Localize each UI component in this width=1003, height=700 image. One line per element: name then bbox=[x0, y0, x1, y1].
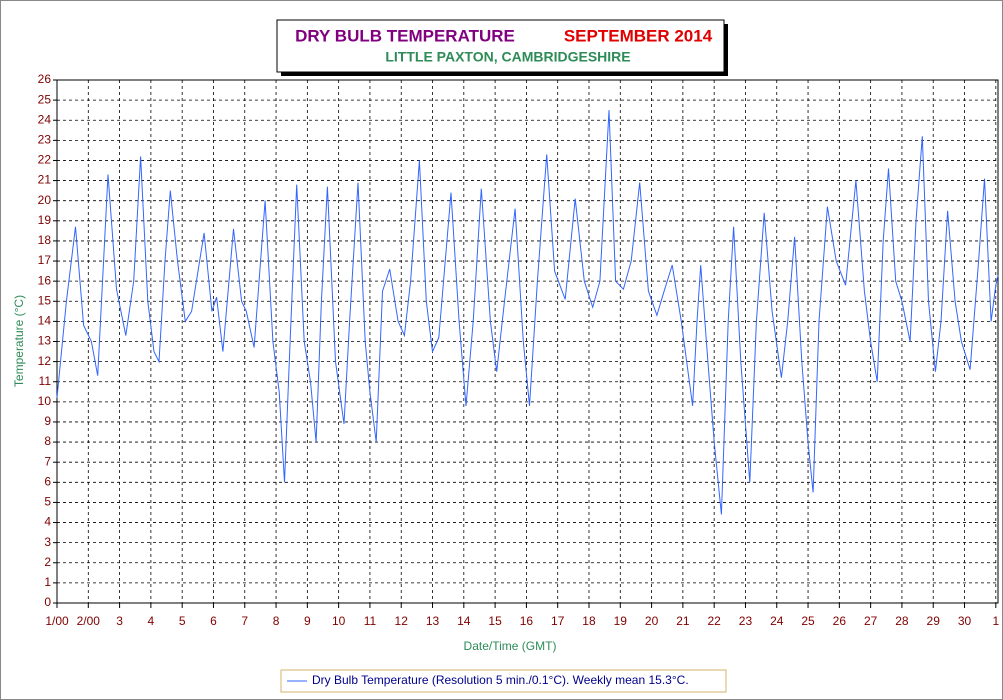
legend-box bbox=[280, 669, 727, 693]
x-tick-label: 7 bbox=[241, 614, 248, 628]
y-tick-label: 13 bbox=[38, 334, 52, 348]
x-tick-label: 30 bbox=[958, 614, 972, 628]
x-tick-label: 1/00 bbox=[45, 614, 69, 628]
x-tick-label: 10 bbox=[332, 614, 346, 628]
y-tick-label: 16 bbox=[38, 273, 52, 287]
x-tick-label: 29 bbox=[927, 614, 941, 628]
y-tick-label: 25 bbox=[38, 92, 52, 106]
x-tick-label: 14 bbox=[457, 614, 471, 628]
y-tick-label: 19 bbox=[38, 213, 52, 227]
x-tick-label: 17 bbox=[551, 614, 565, 628]
x-tick-label: 16 bbox=[520, 614, 534, 628]
x-tick-label: 4 bbox=[148, 614, 155, 628]
y-tick-label: 22 bbox=[38, 153, 52, 167]
y-tick-label: 18 bbox=[38, 233, 52, 247]
line bbox=[56, 110, 999, 515]
y-tick-label: 15 bbox=[38, 293, 52, 307]
title-box bbox=[276, 19, 725, 73]
y-tick-label: 4 bbox=[44, 515, 51, 529]
y-tick-label: 3 bbox=[44, 535, 51, 549]
y-tick-label: 20 bbox=[38, 193, 52, 207]
legend-label: Dry Bulb Temperature (Resolution 5 min./… bbox=[312, 673, 689, 687]
x-tick-label: 6 bbox=[210, 614, 217, 628]
x-tick-label: 13 bbox=[426, 614, 440, 628]
x-tick-label: 21 bbox=[676, 614, 690, 628]
x-tick-label: 28 bbox=[895, 614, 909, 628]
y-tick-label: 24 bbox=[38, 112, 52, 126]
y-tick-label: 6 bbox=[44, 474, 51, 488]
x-tick-label: 1 bbox=[992, 614, 999, 628]
x-tick-label: 22 bbox=[707, 614, 721, 628]
y-tick-label: 11 bbox=[39, 374, 52, 388]
x-tick-label: 5 bbox=[179, 614, 186, 628]
x-tick-label: 27 bbox=[864, 614, 878, 628]
x-tick-label: 19 bbox=[614, 614, 628, 628]
x-tick-label: 9 bbox=[304, 614, 311, 628]
x-tick-label: 25 bbox=[801, 614, 815, 628]
y-tick-label: 23 bbox=[38, 133, 52, 147]
chart-title-month: SEPTEMBER 2014 bbox=[564, 26, 713, 45]
x-tick-label: 12 bbox=[395, 614, 409, 628]
y-tick-label: 17 bbox=[38, 253, 52, 267]
y-tick-label: 2 bbox=[44, 555, 51, 569]
y-tick-label: 9 bbox=[44, 414, 51, 428]
x-tick-label: 23 bbox=[739, 614, 753, 628]
y-tick-label: 10 bbox=[38, 394, 52, 408]
x-tick-label: 18 bbox=[582, 614, 596, 628]
x-tick-label: 8 bbox=[273, 614, 280, 628]
y-tick-label: 12 bbox=[38, 354, 52, 368]
x-tick-label: 3 bbox=[116, 614, 123, 628]
y-tick-label: 26 bbox=[38, 72, 52, 86]
x-tick-label: 20 bbox=[645, 614, 659, 628]
y-tick-label: 0 bbox=[44, 595, 51, 609]
y-tick-label: 5 bbox=[44, 495, 51, 509]
y-tick-label: 8 bbox=[44, 434, 51, 448]
y-tick-label: 21 bbox=[38, 173, 52, 187]
x-tick-label: 11 bbox=[364, 614, 377, 628]
x-axis-label: Date/Time (GMT) bbox=[464, 639, 557, 653]
y-tick-label: 1 bbox=[44, 575, 51, 589]
x-tick-label: 2/00 bbox=[77, 614, 101, 628]
y-axis-label: Temperature (°C) bbox=[12, 295, 26, 387]
y-tick-label: 14 bbox=[38, 314, 52, 328]
x-tick-label: 15 bbox=[488, 614, 502, 628]
y-tick-label: 7 bbox=[44, 454, 51, 468]
x-tick-label: 24 bbox=[770, 614, 784, 628]
chart-subtitle: LITTLE PAXTON, CAMBRIDGESHIRE bbox=[385, 49, 630, 65]
x-tick-label: 26 bbox=[833, 614, 847, 628]
chart-title: DRY BULB TEMPERATURE bbox=[295, 26, 515, 45]
